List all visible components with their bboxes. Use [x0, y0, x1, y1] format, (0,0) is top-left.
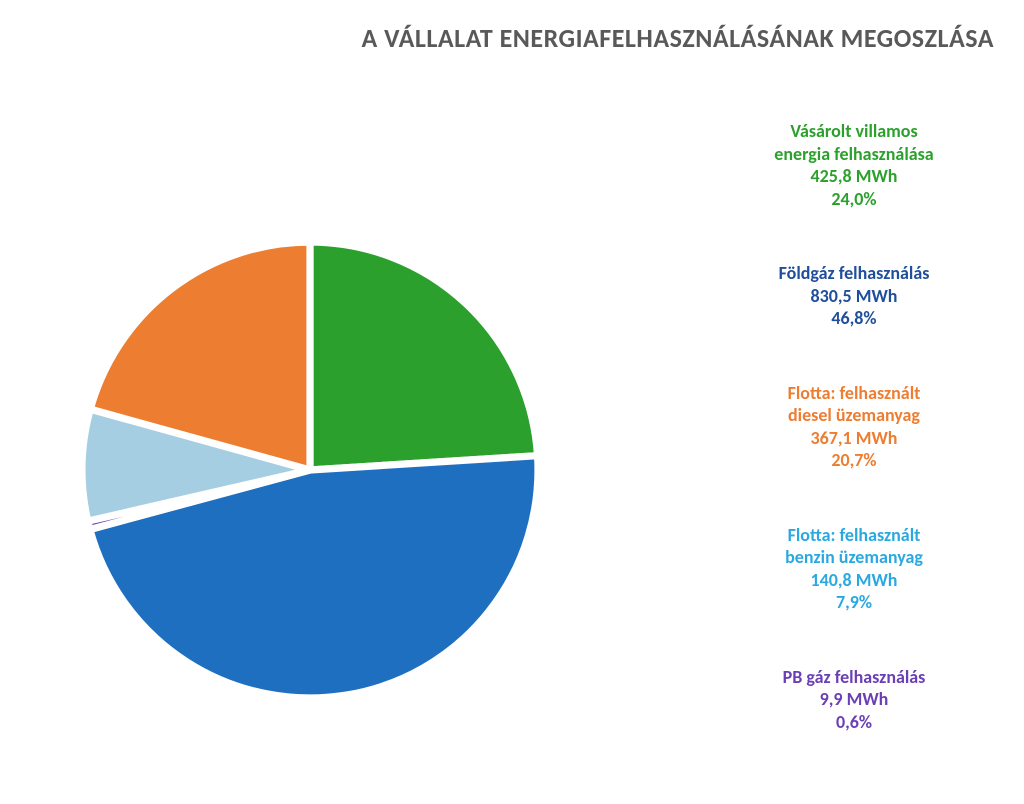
legend-line: Flotta: felhasznált — [714, 382, 994, 405]
legend-line: 140,8 MWh — [714, 569, 994, 592]
legend-line: 20,7% — [714, 449, 994, 472]
legend-line: Földgáz felhasználás — [714, 262, 994, 285]
legend-line: Vásárolt villamos — [714, 120, 994, 143]
legend-line: 7,9% — [714, 591, 994, 614]
chart-container: A VÁLLALAT ENERGIAFELHASZNÁLÁSÁNAK MEGOS… — [0, 0, 1024, 804]
legend-line: energia felhasználása — [714, 143, 994, 166]
legend-line: 425,8 MWh — [714, 165, 994, 188]
legend-line: 46,8% — [714, 307, 994, 330]
legend-item-benzin: Flotta: felhasználtbenzin üzemanyag140,8… — [714, 524, 994, 614]
legend-line: 0,6% — [714, 711, 994, 734]
legend-line: 9,9 MWh — [714, 688, 994, 711]
chart-title: A VÁLLALAT ENERGIAFELHASZNÁLÁSÁNAK MEGOS… — [30, 22, 994, 54]
legend-item-pb: PB gáz felhasználás9,9 MWh0,6% — [714, 666, 994, 734]
pie-chart — [70, 230, 550, 710]
legend-line: PB gáz felhasználás — [714, 666, 994, 689]
legend-line: Flotta: felhasznált — [714, 524, 994, 547]
legend-item-diesel: Flotta: felhasználtdiesel üzemanyag367,1… — [714, 382, 994, 472]
legend-line: 367,1 MWh — [714, 427, 994, 450]
legend-item-foldgaz: Földgáz felhasználás830,5 MWh46,8% — [714, 262, 994, 330]
legend-line: benzin üzemanyag — [714, 546, 994, 569]
chart-legend: Vásárolt villamosenergia felhasználása42… — [714, 120, 994, 733]
legend-line: diesel üzemanyag — [714, 404, 994, 427]
legend-line: 24,0% — [714, 188, 994, 211]
pie-svg — [70, 230, 550, 710]
legend-item-villamos: Vásárolt villamosenergia felhasználása42… — [714, 120, 994, 210]
pie-slice-villamos — [310, 242, 538, 470]
legend-line: 830,5 MWh — [714, 285, 994, 308]
